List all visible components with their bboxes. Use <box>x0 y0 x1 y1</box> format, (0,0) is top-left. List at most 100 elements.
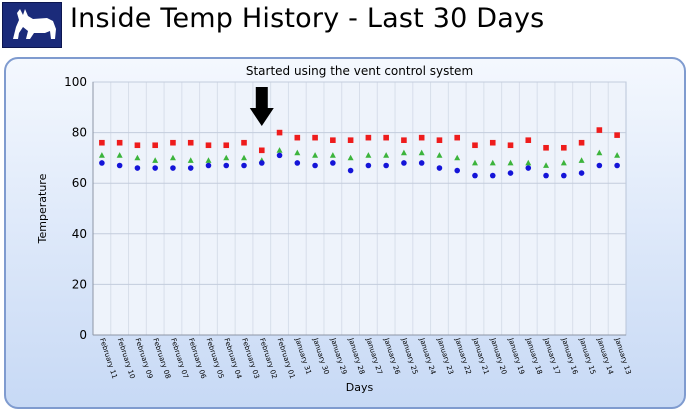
data-point-triangle <box>134 154 141 161</box>
data-point-circle <box>578 170 585 176</box>
x-tick-label: January 26 <box>382 336 402 376</box>
data-point-circle <box>596 162 603 169</box>
x-tick-label: January 16 <box>560 336 580 376</box>
data-point-circle <box>205 162 212 169</box>
data-point-square <box>116 139 123 146</box>
data-point-circle <box>383 162 389 169</box>
data-point-square <box>454 134 461 141</box>
y-tick-label: 80 <box>72 126 87 140</box>
data-point-square <box>596 127 603 133</box>
data-point-triangle <box>383 152 390 158</box>
x-axis-title: Days <box>346 381 374 394</box>
data-point-circle <box>276 152 283 159</box>
data-point-triangle <box>294 149 301 156</box>
chart-panel: 0 20 40 60 80 100 February 11 February 10 Februa… <box>4 57 686 409</box>
x-tick-label: February 10 <box>116 337 137 380</box>
data-point-circle <box>472 172 478 179</box>
data-point-square <box>543 144 549 151</box>
data-point-square <box>401 137 407 143</box>
x-tick-label: February 06 <box>187 337 208 380</box>
x-tick-label: February 01 <box>276 337 297 380</box>
data-point-triangle <box>471 159 478 166</box>
data-point-triangle <box>400 149 407 156</box>
data-point-square <box>347 137 354 143</box>
data-point-circle <box>418 160 425 166</box>
x-tick-label: February 09 <box>134 337 155 380</box>
data-point-triangle <box>241 154 248 161</box>
data-point-circle <box>489 172 496 179</box>
x-tick-label: February 07 <box>169 337 190 380</box>
x-tick-label: February 02 <box>258 337 279 380</box>
data-point-square <box>507 142 514 149</box>
x-tick-label: February 05 <box>205 337 226 380</box>
y-tick-label: 20 <box>72 277 87 291</box>
data-point-circle <box>401 160 407 166</box>
data-point-square <box>489 139 496 146</box>
y-tick-label: 60 <box>72 176 87 190</box>
data-point-circle <box>99 160 105 166</box>
x-tick-label: February 08 <box>151 337 172 380</box>
data-point-triangle <box>276 147 283 153</box>
data-point-square <box>276 129 283 136</box>
data-point-triangle <box>578 157 585 163</box>
x-tick-label: January 28 <box>346 336 366 375</box>
x-tick-label: January 13 <box>613 336 633 375</box>
x-tick-label: January 17 <box>542 336 562 375</box>
data-point-triangle <box>543 162 550 168</box>
data-point-triangle <box>507 159 514 166</box>
data-point-circle <box>507 170 514 176</box>
data-point-triangle <box>614 152 621 158</box>
x-tick-label: January 15 <box>577 336 597 375</box>
x-tick-label: January 20 <box>489 336 509 375</box>
data-point-circle <box>152 165 158 171</box>
data-point-circle <box>454 167 461 174</box>
x-tick-label: January 23 <box>435 336 455 375</box>
data-point-circle <box>525 165 532 171</box>
data-point-square <box>205 142 212 149</box>
x-tick-label: February 03 <box>240 337 261 380</box>
x-tick-label: January 29 <box>329 336 349 375</box>
data-point-circle <box>543 172 549 179</box>
data-point-circle <box>116 162 123 169</box>
data-point-circle <box>365 162 372 169</box>
x-tick-label: January 21 <box>471 336 491 375</box>
data-point-square <box>578 139 585 146</box>
data-point-triangle <box>347 154 354 161</box>
x-tick-label: January 31 <box>293 336 313 375</box>
data-point-circle <box>436 165 443 171</box>
data-point-circle <box>330 160 336 166</box>
data-point-square <box>383 134 389 141</box>
data-point-circle <box>347 167 354 174</box>
data-point-triangle <box>489 159 496 166</box>
data-point-square <box>223 142 230 149</box>
x-tick-label: January 24 <box>417 336 437 376</box>
data-point-square <box>418 134 425 141</box>
data-point-square <box>330 137 336 143</box>
data-point-triangle <box>365 152 372 158</box>
y-tick-label: 0 <box>79 328 87 342</box>
x-tick-label: January 22 <box>453 336 473 375</box>
data-point-square <box>365 134 372 141</box>
data-point-square <box>312 134 318 141</box>
y-tick-label: 100 <box>64 75 87 89</box>
down-arrow-icon <box>249 87 274 126</box>
data-point-circle <box>241 162 247 169</box>
chart-title: Started using the vent control system <box>246 64 473 78</box>
y-tick-label: 40 <box>72 227 87 241</box>
data-point-square <box>436 137 443 143</box>
x-tick-label: January 18 <box>524 336 544 375</box>
x-tick-label: January 27 <box>364 336 384 375</box>
data-point-triangle <box>98 152 105 158</box>
data-point-square <box>152 142 158 149</box>
data-point-triangle <box>525 159 532 166</box>
data-point-triangle <box>205 157 212 163</box>
data-point-triangle <box>312 152 319 158</box>
data-point-triangle <box>169 154 176 161</box>
data-point-circle <box>223 162 230 169</box>
x-tick-label: February 11 <box>98 337 119 380</box>
data-point-triangle <box>116 152 123 158</box>
data-point-triangle <box>152 157 159 163</box>
data-point-triangle <box>454 154 461 161</box>
data-point-triangle <box>329 152 336 158</box>
data-point-square <box>472 142 478 149</box>
